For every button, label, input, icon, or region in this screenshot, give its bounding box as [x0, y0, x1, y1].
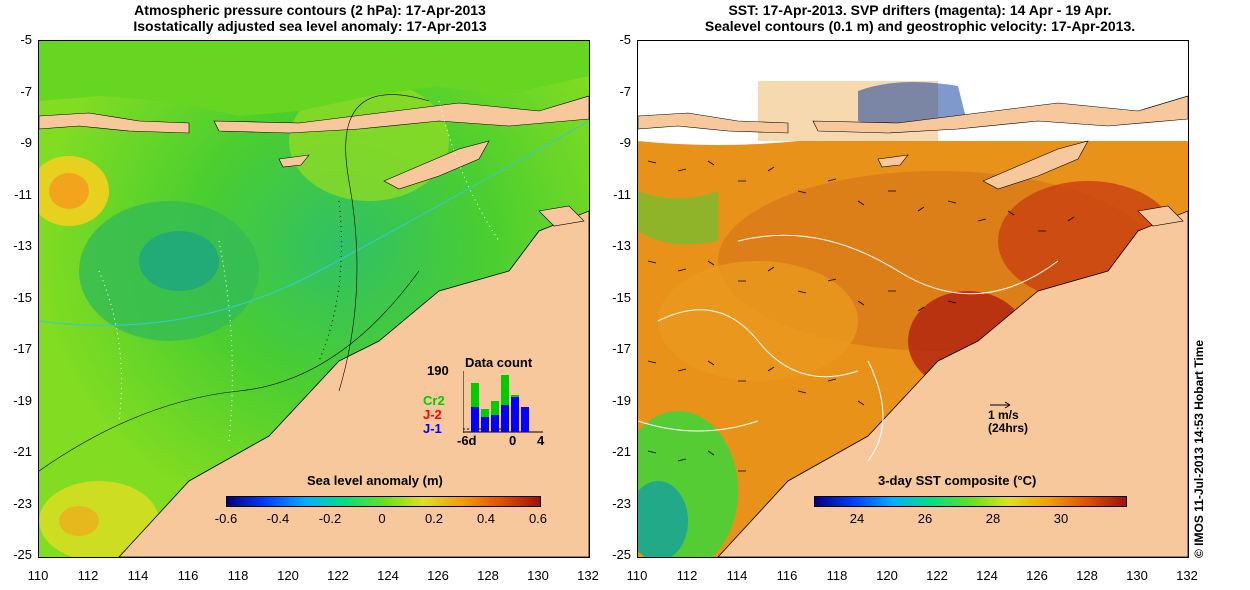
y-tick: -23: [612, 496, 631, 511]
left-cbar-tick: -0.4: [266, 511, 290, 526]
left-cbar-tick: -0.6: [214, 511, 238, 526]
x-tick: 114: [127, 568, 149, 583]
left-cbar-tick: 0.2: [424, 511, 444, 526]
y-tick: -19: [612, 393, 631, 408]
y-tick: -19: [13, 393, 32, 408]
x-tick: 116: [776, 568, 798, 583]
data-count-histogram: [463, 371, 543, 433]
y-tick: -13: [13, 238, 32, 253]
x-tick: 110: [27, 568, 49, 583]
right-cbar-tick: 24: [849, 511, 865, 526]
copyright-text: © IMOS 11-Jul-2013 14:53 Hobart Time: [1192, 339, 1206, 558]
y-tick: -7: [619, 84, 631, 99]
velocity-arrows: [647, 160, 1075, 472]
y-tick: -5: [20, 32, 32, 47]
left-cbar-tick: 0: [378, 511, 386, 526]
y-tick: -7: [20, 84, 32, 99]
y-tick: -25: [13, 547, 32, 562]
y-tick: -25: [612, 547, 631, 562]
x-tick: 126: [427, 568, 449, 583]
inset-xtick: 0: [509, 433, 517, 448]
y-tick: -15: [612, 290, 631, 305]
right-colorbar: [814, 496, 1127, 507]
right-cbar-tick: 26: [917, 511, 933, 526]
x-tick: 132: [1176, 568, 1198, 583]
left-cbar-tick: -0.2: [318, 511, 342, 526]
y-tick: -21: [612, 444, 631, 459]
y-tick: -13: [612, 238, 631, 253]
y-tick: -17: [13, 341, 32, 356]
x-tick: 114: [726, 568, 748, 583]
satellite-legend-j1: J-1: [423, 421, 442, 436]
y-tick: -11: [14, 187, 32, 202]
x-tick: 132: [577, 568, 599, 583]
inset-ymax: 190: [427, 363, 449, 378]
x-tick: 122: [327, 568, 349, 583]
inset-xtick: -6d: [457, 433, 477, 448]
left-cbar-tick: 0.4: [476, 511, 496, 526]
right-map-title: SST: 17-Apr-2013. SVP drifters (magenta)…: [640, 2, 1200, 34]
y-tick: -11: [613, 187, 631, 202]
right-map-panel[interactable]: 1 m/s (24hrs) 3-day SST composite (°C) 2…: [637, 40, 1189, 558]
y-tick: -5: [619, 32, 631, 47]
x-tick: 112: [77, 568, 99, 583]
y-tick: -9: [20, 135, 32, 150]
sea-level-anomaly-map: [39, 41, 589, 557]
left-colorbar: [226, 496, 541, 507]
left-title-line1: Atmospheric pressure contours (2 hPa): 1…: [134, 2, 486, 18]
y-tick: -17: [612, 341, 631, 356]
left-title-line2: Isostatically adjusted sea level anomaly…: [133, 18, 487, 34]
x-tick: 112: [676, 568, 698, 583]
x-tick: 130: [527, 568, 549, 583]
x-tick: 124: [377, 568, 399, 583]
left-map-panel[interactable]: Sea level anomaly (m) -0.6 -0.4 -0.2 0 0…: [38, 40, 590, 558]
right-cbar-tick: 28: [985, 511, 1001, 526]
x-tick: 110: [626, 568, 648, 583]
x-tick: 122: [926, 568, 948, 583]
y-tick: -15: [13, 290, 32, 305]
right-cbar-tick: 30: [1053, 511, 1069, 526]
right-colorbar-label: 3-day SST composite (°C): [878, 473, 1037, 488]
inset-xtick: 4: [537, 433, 545, 448]
inset-title: Data count: [465, 355, 533, 370]
x-tick: 120: [277, 568, 299, 583]
right-title-line1: SST: 17-Apr-2013. SVP drifters (magenta)…: [728, 2, 1112, 18]
sst-map: [638, 41, 1188, 557]
left-colorbar-label: Sea level anomaly (m): [307, 473, 443, 488]
x-tick: 118: [826, 568, 848, 583]
y-tick: -23: [13, 496, 32, 511]
y-tick: -9: [619, 135, 631, 150]
left-map-title: Atmospheric pressure contours (2 hPa): 1…: [60, 2, 560, 34]
satellite-legend-cr2: Cr2: [423, 393, 445, 408]
x-tick: 126: [1026, 568, 1048, 583]
x-tick: 128: [477, 568, 499, 583]
scale-arrow-sublabel: (24hrs): [988, 421, 1029, 435]
satellite-legend-j2: J-2: [423, 407, 442, 422]
x-tick: 120: [876, 568, 898, 583]
right-title-line2: Sealevel contours (0.1 m) and geostrophi…: [704, 18, 1136, 34]
x-tick: 118: [227, 568, 249, 583]
y-tick: -21: [13, 444, 32, 459]
x-tick: 124: [976, 568, 998, 583]
x-tick: 116: [177, 568, 199, 583]
x-tick: 128: [1076, 568, 1098, 583]
scale-arrow-label: 1 m/s: [988, 408, 1019, 422]
left-cbar-tick: 0.6: [528, 511, 548, 526]
x-tick: 130: [1126, 568, 1148, 583]
